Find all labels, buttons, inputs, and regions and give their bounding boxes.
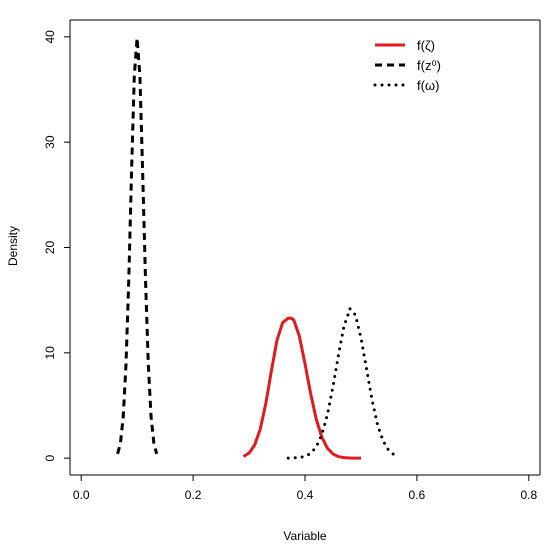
legend: f(ζ) f(z⁰) f(ω): [373, 38, 441, 93]
x-ticks: 0.0 0.2 0.4 0.6 0.8: [73, 475, 537, 502]
y-ticks: 0 10 20 30 40: [43, 30, 70, 461]
x-axis-title: Variable: [283, 529, 326, 543]
y-tick-label: 10: [43, 346, 57, 360]
y-axis-title: Density: [6, 226, 20, 266]
legend-label-1: f(ζ): [417, 38, 435, 53]
series-line-2: [116, 36, 159, 455]
series-line-3: [286, 307, 399, 460]
axes: [69, 19, 541, 476]
x-tick-label: 0.0: [73, 488, 90, 502]
x-tick-label: 0.4: [297, 488, 314, 502]
y-tick-label: 20: [43, 241, 57, 255]
legend-label-3: f(ω): [417, 78, 439, 93]
x-tick-label: 0.6: [409, 488, 426, 502]
series-line-1: [242, 316, 361, 460]
x-tick-label: 0.8: [520, 488, 537, 502]
y-tick-label: 0: [43, 454, 57, 461]
x-tick-label: 0.2: [185, 488, 202, 502]
series-layer: [116, 36, 399, 460]
y-tick-label: 30: [43, 135, 57, 149]
legend-label-2: f(z⁰): [417, 58, 441, 73]
y-tick-label: 40: [43, 30, 57, 44]
